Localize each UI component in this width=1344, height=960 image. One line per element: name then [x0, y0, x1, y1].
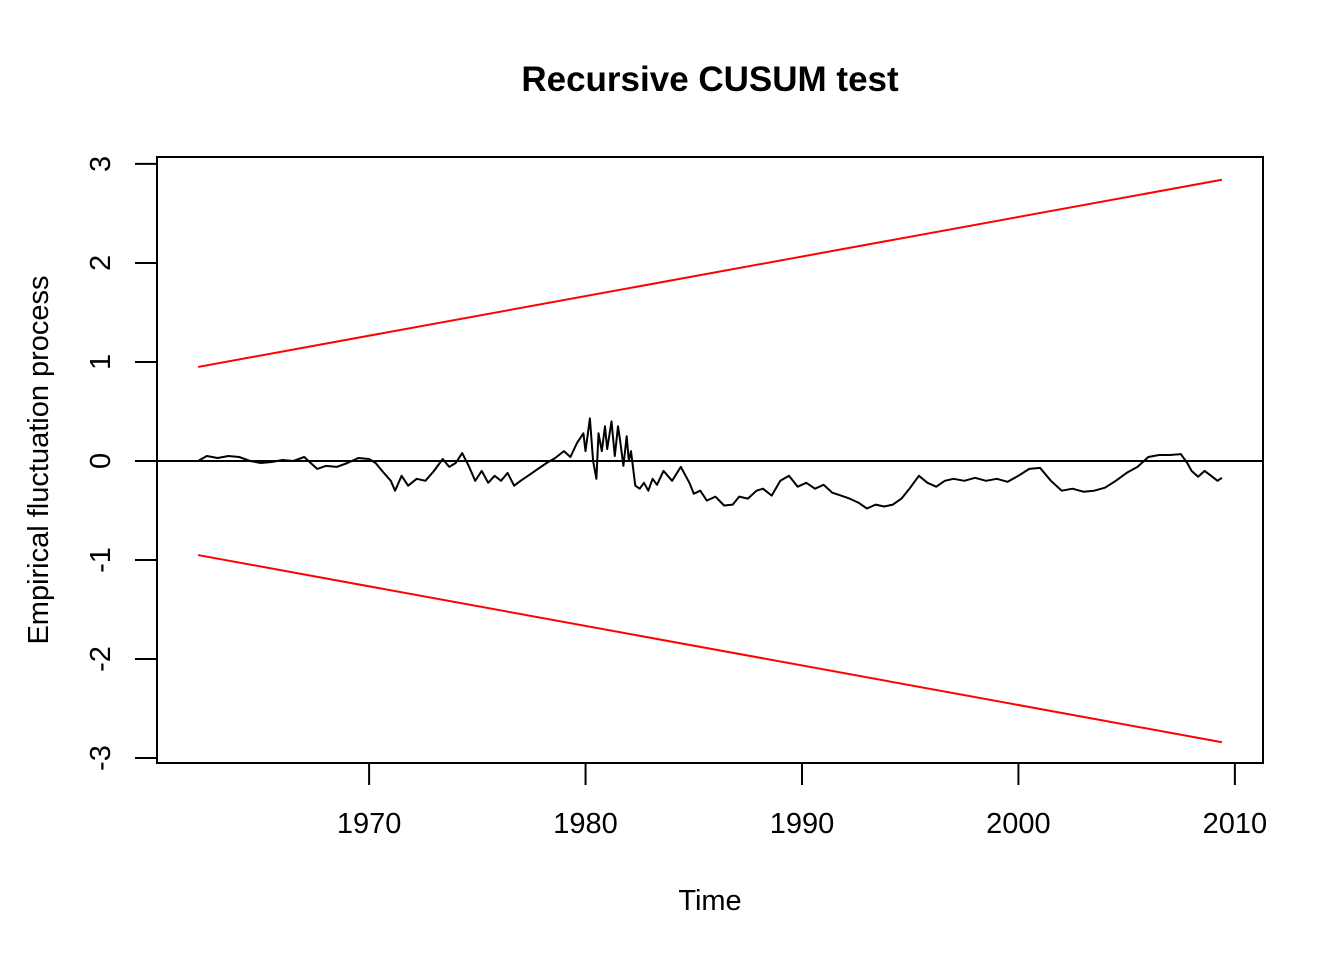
x-axis: 1970 1980 1990 2000 2010 — [337, 763, 1267, 840]
upper-boundary-line — [197, 178, 1223, 368]
y-tick-label--1: -1 — [85, 547, 117, 573]
y-tick-label-1: 1 — [85, 354, 117, 370]
x-tick-label-1970: 1970 — [337, 808, 402, 840]
plot-area — [157, 178, 1263, 744]
x-axis-title: Time — [678, 885, 741, 917]
x-tick-label-2000: 2000 — [986, 808, 1051, 840]
x-tick-label-1990: 1990 — [770, 808, 835, 840]
fluctuation-process-line — [197, 417, 1223, 510]
y-tick-label--3: -3 — [85, 745, 117, 771]
y-tick-label--2: -2 — [85, 646, 117, 672]
y-tick-label-2: 2 — [85, 255, 117, 271]
y-tick-label-3: 3 — [85, 156, 117, 172]
y-axis-title: Empirical fluctuation process — [23, 275, 55, 644]
x-tick-label-1980: 1980 — [553, 808, 618, 840]
x-tick-label-2010: 2010 — [1203, 808, 1268, 840]
y-axis: -3 -2 -1 0 1 2 3 — [85, 156, 157, 771]
y-tick-label-0: 0 — [85, 453, 117, 469]
lower-boundary-line — [197, 554, 1223, 744]
chart-title: Recursive CUSUM test — [521, 60, 899, 99]
